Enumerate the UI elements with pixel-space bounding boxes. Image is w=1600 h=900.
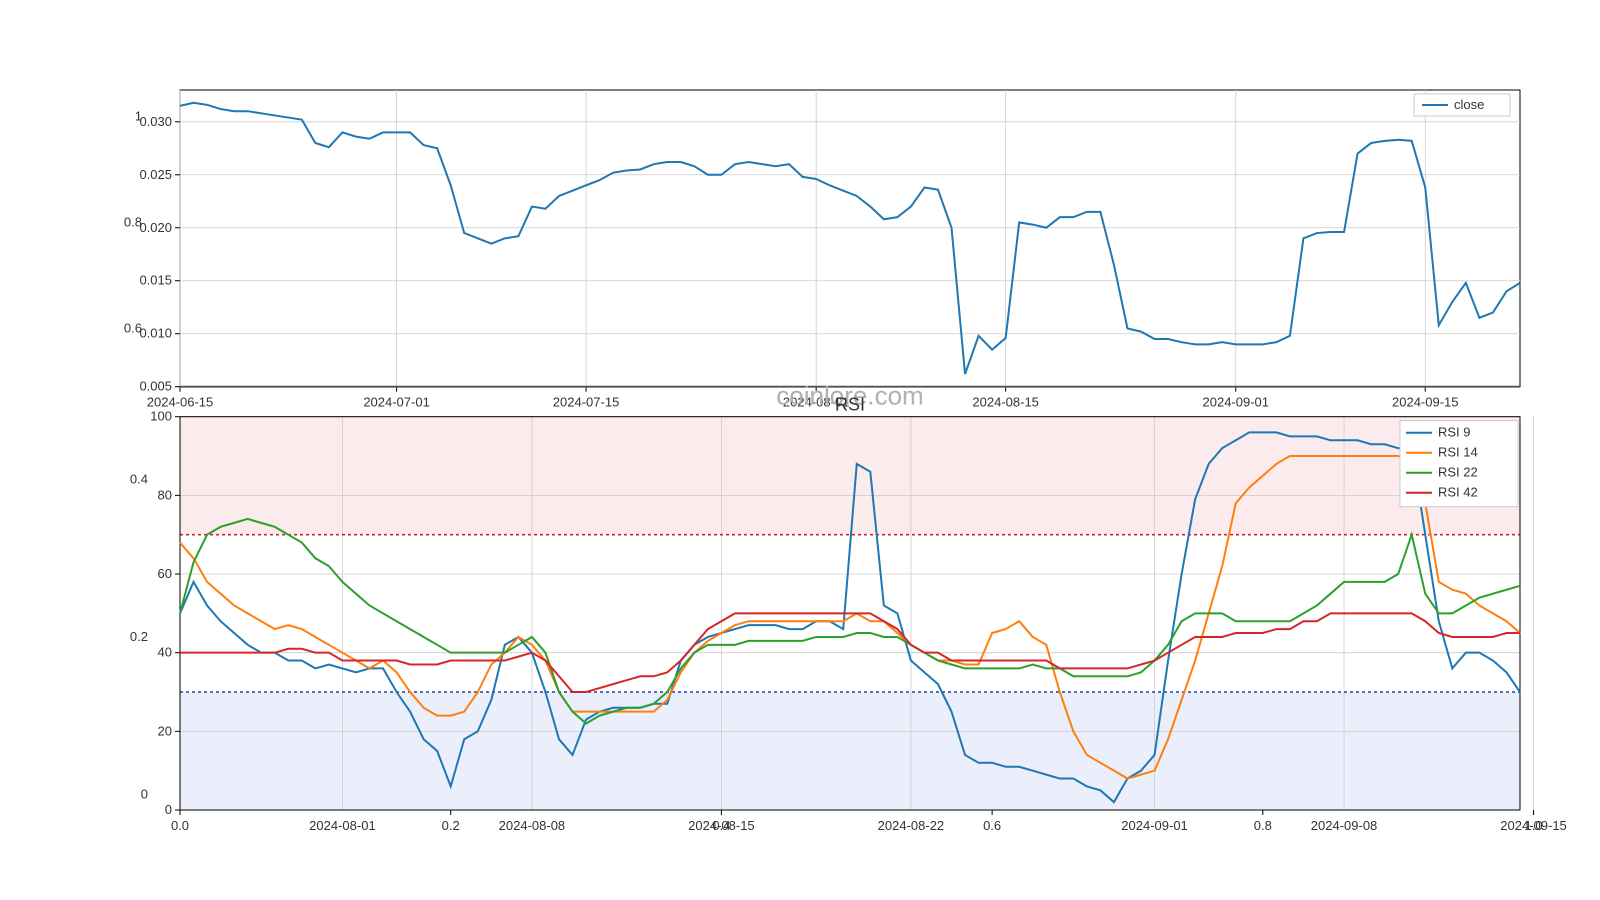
bot-xdecimal-label: 0.6 — [983, 818, 1001, 833]
top-xtick-label: 2024-09-15 — [1392, 395, 1459, 410]
chart-container: 0.0050.0100.0150.0200.0250.0300.60.81202… — [0, 0, 1600, 900]
bot-xdate-label: 2024-08-15 — [688, 818, 755, 833]
top-xtick-label: 2024-06-15 — [147, 395, 214, 410]
top-ytick-label: 0.005 — [139, 379, 172, 394]
bot-ysecondary-label: 0.4 — [130, 472, 148, 487]
bot-xdate-label: 2024-08-08 — [499, 818, 566, 833]
top-ytick-label: 0.010 — [139, 326, 172, 341]
top-plot-frame — [180, 90, 1520, 387]
top-xtick-label: 2024-07-01 — [363, 395, 430, 410]
bot-xdate-label: 2024-08-01 — [309, 818, 376, 833]
top-ytick-label: 0.025 — [139, 167, 172, 182]
bot-legend-label: RSI 42 — [1438, 485, 1478, 500]
bot-legend-label: RSI 22 — [1438, 465, 1478, 480]
bot-ytick-label: 60 — [158, 566, 172, 581]
bot-xdecimal-label: 0.2 — [442, 818, 460, 833]
rsi-title: RSI — [835, 395, 865, 415]
oversold-band — [180, 692, 1520, 810]
top-ytick-label: 0.015 — [139, 273, 172, 288]
bot-ysecondary-label: 0 — [141, 786, 148, 801]
top-ysecondary-label: 0.8 — [124, 214, 142, 229]
bot-xdecimal-label: 0.8 — [1254, 818, 1272, 833]
bot-ytick-label: 100 — [150, 409, 172, 424]
bot-xdecimal-label: 0.0 — [171, 818, 189, 833]
bot-ytick-label: 20 — [158, 723, 172, 738]
bot-xdate-label: 2024-08-22 — [878, 818, 945, 833]
top-xtick-label: 2024-08-15 — [972, 395, 1039, 410]
chart-svg: 0.0050.0100.0150.0200.0250.0300.60.81202… — [0, 0, 1600, 900]
top-ytick-label: 0.030 — [139, 114, 172, 129]
bot-xdate-label: 2024-09-08 — [1311, 818, 1378, 833]
bot-ytick-label: 0 — [165, 802, 172, 817]
bot-ytick-label: 40 — [158, 645, 172, 660]
top-ysecondary-label: 1 — [135, 108, 142, 123]
bot-xdate-label: 2024-09-15 — [1500, 818, 1567, 833]
bot-legend-label: RSI 14 — [1438, 445, 1478, 460]
top-ysecondary-label: 0.6 — [124, 320, 142, 335]
bot-xdate-label: 2024-09-01 — [1121, 818, 1188, 833]
top-ytick-label: 0.020 — [139, 220, 172, 235]
bot-ytick-label: 80 — [158, 487, 172, 502]
bot-legend-label: RSI 9 — [1438, 425, 1471, 440]
top-xtick-label: 2024-09-01 — [1203, 395, 1270, 410]
top-legend-label: close — [1454, 97, 1484, 112]
overbought-band — [180, 417, 1520, 535]
top-xtick-label: 2024-07-15 — [553, 395, 620, 410]
bot-ysecondary-label: 0.2 — [130, 629, 148, 644]
